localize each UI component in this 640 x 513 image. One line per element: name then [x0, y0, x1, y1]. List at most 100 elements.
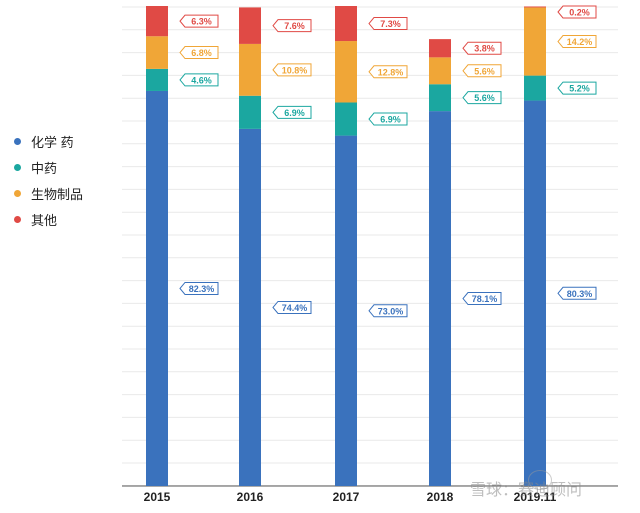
data-label: 7.3% [368, 17, 408, 31]
bar-segment [146, 6, 168, 37]
legend-item-chemical: 化学 药 [14, 128, 83, 154]
data-label: 80.3% [557, 286, 597, 300]
bar-segment [335, 6, 357, 42]
data-label: 7.6% [272, 19, 312, 33]
watermark: 雪球：赛迪顾问 [470, 480, 583, 499]
bar-segment [239, 43, 261, 96]
data-label: 6.3% [179, 14, 219, 28]
data-label: 4.6% [179, 73, 219, 87]
data-label-tag [179, 14, 219, 28]
data-label-tag [368, 17, 408, 31]
data-label-tag [462, 41, 502, 55]
data-label: 0.2% [557, 5, 597, 19]
data-label-text: 6.3% [191, 17, 212, 27]
data-label-tag [179, 281, 219, 295]
data-label-tag [462, 91, 502, 105]
data-label-tag [272, 19, 312, 33]
legend-swatch [14, 137, 21, 145]
legend-label: 其他 [31, 212, 58, 228]
data-label-tag [179, 73, 219, 87]
bar-segment [429, 84, 451, 112]
data-label-tag [272, 63, 312, 77]
legend-item-biologics: 生物制品 [14, 180, 83, 206]
legend-label: 中药 [31, 160, 58, 176]
legend-item-other: 其他 [14, 206, 83, 232]
legend-swatch [14, 215, 21, 223]
data-label-tag [557, 81, 597, 95]
data-label-text: 12.8% [378, 67, 404, 77]
data-label: 73.0% [368, 304, 408, 318]
bar-segment [239, 7, 261, 44]
data-label-text: 14.2% [567, 37, 593, 47]
bar-segment [429, 57, 451, 85]
data-label-text: 6.9% [380, 115, 401, 125]
x-tick-label: 2017 [333, 490, 360, 504]
data-label: 5.6% [462, 91, 502, 105]
data-label: 6.9% [368, 112, 408, 126]
data-label-tag [179, 46, 219, 60]
data-label: 82.3% [179, 281, 219, 295]
data-label-text: 5.6% [474, 93, 495, 103]
data-label-tag [462, 64, 502, 78]
bar-segment [239, 95, 261, 129]
data-label: 5.2% [557, 81, 597, 95]
data-label-text: 7.6% [284, 21, 305, 31]
legend: 化学 药 中药 生物制品 其他 [14, 128, 83, 232]
x-tick-label: 2018 [427, 490, 454, 504]
bar-segment [335, 102, 357, 136]
data-label-tag [272, 105, 312, 119]
bar-segment [146, 68, 168, 91]
legend-swatch [14, 163, 21, 171]
legend-label: 生物制品 [31, 186, 84, 202]
bar-segment [429, 39, 451, 58]
x-tick-label: 2019.11 [514, 490, 557, 504]
data-label-text: 74.4% [282, 303, 308, 313]
data-label-tag [272, 300, 312, 314]
data-label-tag [557, 35, 597, 49]
legend-swatch [14, 189, 21, 197]
data-label-text: 80.3% [567, 289, 593, 299]
legend-label: 化学 药 [31, 134, 74, 150]
data-label-tag [462, 292, 502, 306]
bar-segment [524, 75, 546, 101]
data-label-tag [557, 286, 597, 300]
data-label-tag [557, 5, 597, 19]
bar-segment [524, 100, 546, 486]
bar-segment [524, 7, 546, 76]
data-label: 14.2% [557, 35, 597, 49]
data-label-text: 7.3% [380, 19, 401, 29]
data-label: 78.1% [462, 292, 502, 306]
watermark-icon [528, 470, 552, 490]
bar-segment [429, 111, 451, 487]
data-label: 74.4% [272, 300, 312, 314]
bar-segment [335, 41, 357, 103]
data-label: 3.8% [462, 41, 502, 55]
bar-segment [239, 128, 261, 486]
data-label: 6.9% [272, 105, 312, 119]
data-label: 10.8% [272, 63, 312, 77]
bar-segment [335, 135, 357, 486]
data-label-text: 82.3% [189, 284, 215, 294]
data-label: 6.8% [179, 46, 219, 60]
bar-segment [524, 6, 546, 8]
x-tick-label: 2016 [237, 490, 264, 504]
data-label: 12.8% [368, 65, 408, 79]
bar-segment [146, 90, 168, 487]
data-label-text: 73.0% [378, 306, 404, 316]
data-label-tag [368, 112, 408, 126]
data-label-text: 5.6% [474, 66, 495, 76]
data-label-tag [368, 65, 408, 79]
data-label-text: 5.2% [569, 84, 590, 94]
data-label-text: 6.8% [191, 48, 212, 58]
data-label-text: 10.8% [282, 65, 308, 75]
data-label: 5.6% [462, 64, 502, 78]
data-label-text: 78.1% [472, 294, 498, 304]
data-label-text: 4.6% [191, 75, 212, 85]
bar-segment [146, 36, 168, 69]
x-tick-label: 2015 [144, 490, 171, 504]
data-label-text: 0.2% [569, 8, 590, 18]
data-label-text: 3.8% [474, 44, 495, 54]
data-label-tag [368, 304, 408, 318]
